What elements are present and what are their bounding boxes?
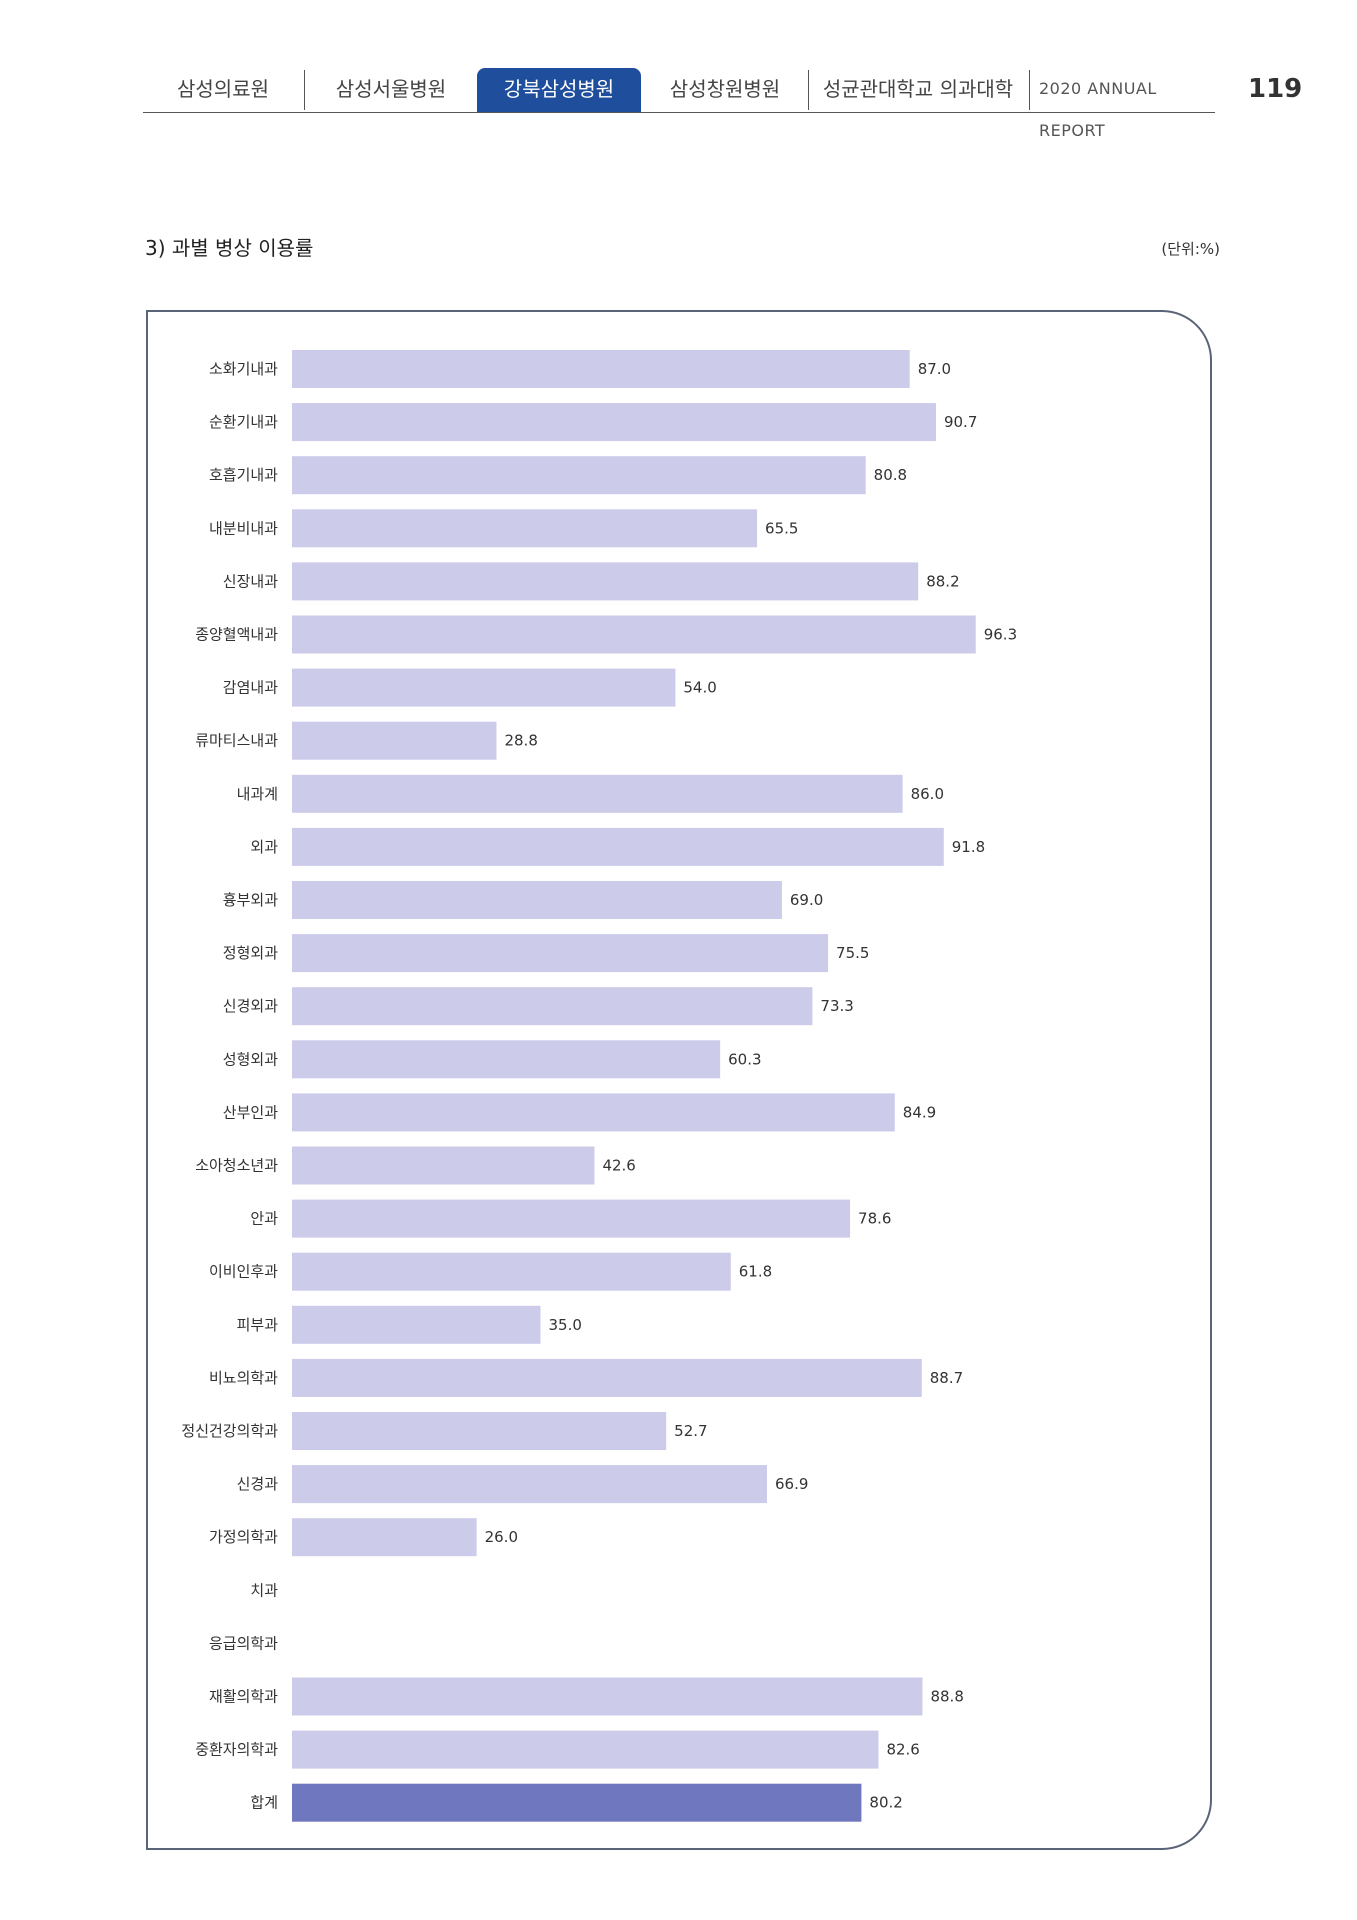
category-label: 외과 — [250, 838, 278, 856]
value-label: 69.0 — [790, 891, 823, 909]
value-label: 87.0 — [918, 360, 951, 378]
category-label: 응급의학과 — [209, 1634, 278, 1652]
bar — [292, 881, 782, 919]
value-label: 66.9 — [775, 1475, 808, 1493]
bar — [292, 1783, 862, 1822]
category-label: 중환자의학과 — [195, 1741, 278, 1759]
value-label: 96.3 — [984, 626, 1017, 644]
value-label: 75.5 — [836, 944, 869, 962]
value-label: 88.7 — [930, 1369, 963, 1387]
category-label: 합계 — [250, 1794, 278, 1812]
bar — [292, 1252, 731, 1291]
value-label: 80.2 — [869, 1794, 902, 1812]
bar — [292, 1093, 895, 1132]
bar — [292, 1040, 721, 1079]
value-label: 54.0 — [683, 679, 716, 697]
bar — [292, 721, 497, 760]
tab-samsung-medical-center[interactable]: 삼성의료원 — [177, 77, 269, 101]
category-label: 산부인과 — [223, 1103, 278, 1121]
category-label: 안과 — [250, 1210, 278, 1228]
page-number: 119 — [1248, 74, 1303, 104]
category-label: 정신건강의학과 — [181, 1422, 278, 1440]
bar — [292, 827, 944, 866]
tab-samsung-seoul-hospital[interactable]: 삼성서울병원 — [335, 77, 447, 101]
tab-divider — [304, 70, 305, 110]
value-label: 86.0 — [911, 785, 944, 803]
bar — [292, 615, 976, 654]
value-label: 35.0 — [549, 1316, 582, 1334]
value-label: 88.2 — [926, 572, 959, 590]
value-label: 52.7 — [674, 1422, 707, 1440]
category-label: 소아청소년과 — [195, 1157, 278, 1175]
top-navigation: 삼성의료원 삼성서울병원 강북삼성병원 삼성창원병원 성균관대학교 의과대학 2… — [143, 68, 1215, 140]
category-label: 정형외과 — [223, 944, 278, 962]
category-label: 신경외과 — [223, 997, 278, 1015]
bar — [292, 934, 829, 973]
category-label: 흉부외과 — [223, 891, 278, 909]
value-label: 91.8 — [952, 838, 985, 856]
category-label: 치과 — [250, 1581, 278, 1599]
chart-frame — [146, 310, 1212, 1850]
bar — [292, 1199, 851, 1238]
category-label: 이비인후과 — [209, 1263, 278, 1281]
value-label: 61.8 — [739, 1263, 772, 1281]
tab-divider — [1029, 70, 1030, 110]
category-label: 호흡기내과 — [209, 466, 278, 484]
category-label: 소화기내과 — [209, 360, 278, 378]
value-label: 82.6 — [886, 1741, 919, 1759]
value-label: 73.3 — [820, 997, 853, 1015]
category-label: 감염내과 — [223, 679, 278, 697]
bar — [292, 987, 813, 1026]
category-label: 성형외과 — [223, 1050, 278, 1068]
category-label: 가정의학과 — [209, 1528, 278, 1546]
bar — [292, 1412, 667, 1450]
value-label: 60.3 — [728, 1050, 761, 1068]
value-label: 26.0 — [485, 1528, 518, 1546]
bar — [292, 1146, 595, 1185]
value-label: 90.7 — [944, 413, 977, 431]
category-label: 순환기내과 — [209, 413, 278, 431]
category-label: 내과계 — [237, 785, 278, 803]
unit-label: (단위:%) — [1161, 240, 1220, 258]
category-label: 종양혈액내과 — [195, 626, 278, 644]
section-title: 3) 과별 병상 이용률 — [145, 236, 314, 260]
value-label: 28.8 — [504, 732, 537, 750]
bar — [292, 1518, 477, 1557]
bar — [292, 350, 910, 388]
bar — [292, 1730, 879, 1769]
bar — [292, 1358, 922, 1397]
bar — [292, 668, 676, 707]
category-label: 내분비내과 — [209, 519, 278, 537]
annual-report-label: 2020 ANNUAL REPORT — [1039, 79, 1157, 140]
tab-skku-medical-school[interactable]: 성균관대학교 의과대학 — [822, 77, 1014, 101]
bar — [292, 509, 758, 548]
value-label: 84.9 — [903, 1103, 936, 1121]
bar — [292, 1305, 541, 1344]
category-label: 피부과 — [237, 1316, 279, 1334]
bar — [292, 456, 866, 495]
value-label: 78.6 — [858, 1210, 891, 1228]
category-label: 신경과 — [237, 1475, 279, 1493]
value-label: 88.8 — [930, 1688, 963, 1706]
bar — [292, 403, 936, 442]
tab-divider — [808, 70, 809, 110]
tab-kangbuk-samsung-hospital[interactable]: 강북삼성병원 — [477, 68, 641, 112]
tab-samsung-changwon-hospital[interactable]: 삼성창원병원 — [669, 77, 781, 101]
bar — [292, 774, 903, 813]
bar — [292, 1677, 923, 1716]
value-label: 80.8 — [874, 466, 907, 484]
category-label: 신장내과 — [223, 572, 278, 590]
value-label: 65.5 — [765, 519, 798, 537]
category-label: 류마티스내과 — [195, 732, 278, 750]
category-label: 재활의학과 — [209, 1688, 278, 1706]
bar — [292, 562, 919, 601]
category-label: 비뇨의학과 — [209, 1369, 278, 1387]
value-label: 42.6 — [602, 1157, 635, 1175]
bar — [292, 1465, 767, 1504]
